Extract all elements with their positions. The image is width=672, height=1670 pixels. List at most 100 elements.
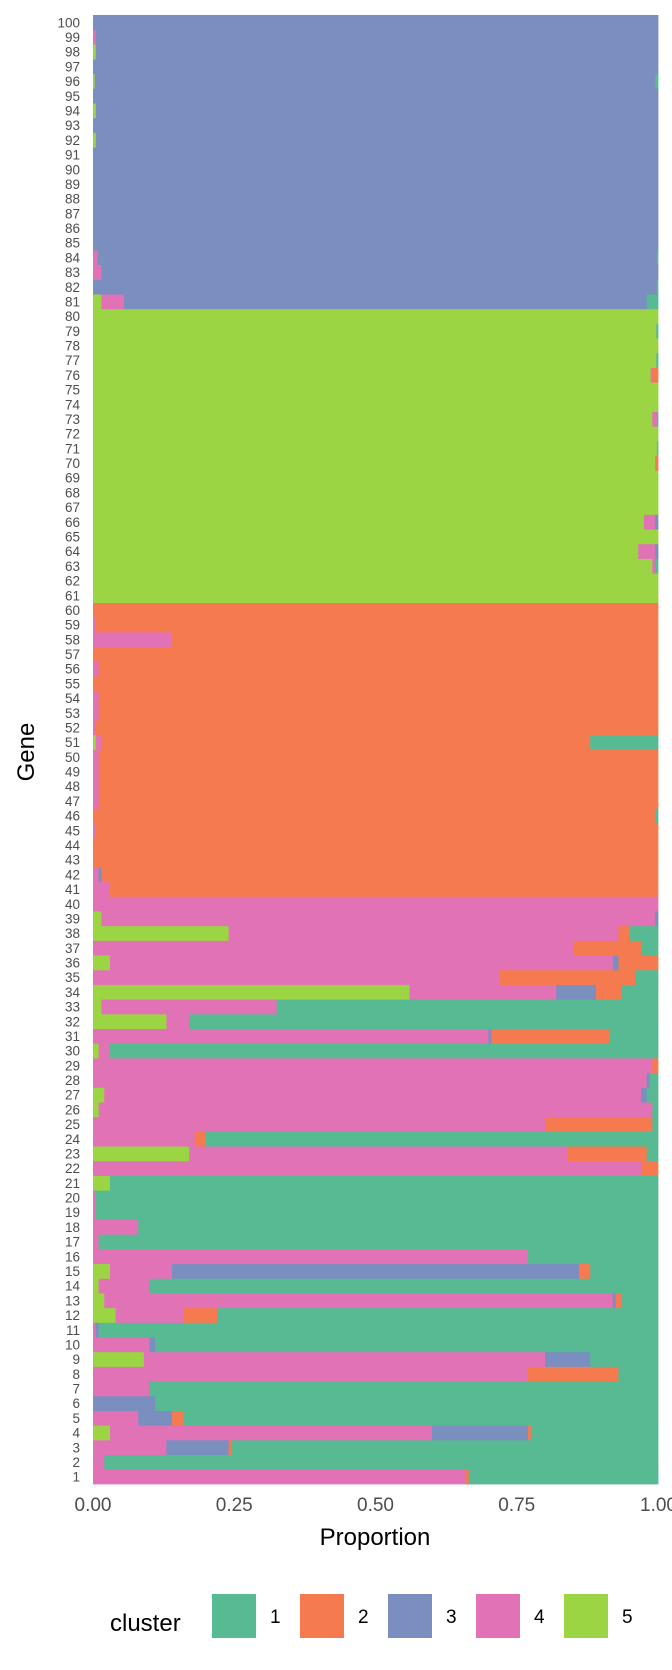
y-tick-label: 31 bbox=[65, 1029, 80, 1044]
y-tick-label: 61 bbox=[65, 588, 80, 603]
bar-segment-gene-35-cluster-2 bbox=[499, 969, 636, 985]
bar-segment-gene-46-cluster-2 bbox=[93, 808, 656, 824]
bar-segment-gene-43-cluster-2 bbox=[93, 852, 659, 868]
bar-segment-gene-14-cluster-1 bbox=[149, 1278, 659, 1294]
y-tick-label: 1 bbox=[72, 1470, 80, 1485]
bar-segment-gene-27-cluster-5 bbox=[93, 1087, 105, 1103]
bar-segment-gene-19-cluster-1 bbox=[95, 1204, 659, 1220]
y-tick-label: 12 bbox=[65, 1308, 80, 1323]
bar-segment-gene-29-cluster-4 bbox=[93, 1057, 653, 1074]
y-tick-label: 72 bbox=[65, 427, 80, 442]
bar-segment-gene-99-cluster-4 bbox=[93, 29, 97, 45]
bar-segment-gene-30-cluster-1 bbox=[109, 1043, 659, 1059]
y-tick-label: 99 bbox=[65, 30, 80, 45]
bar-segment-gene-7-cluster-4 bbox=[93, 1381, 150, 1397]
legend-title: cluster bbox=[110, 1610, 181, 1637]
bar-segment-gene-49-cluster-2 bbox=[98, 764, 659, 780]
y-tick-label: 49 bbox=[65, 765, 80, 780]
bar-segment-gene-79-cluster-1 bbox=[656, 323, 659, 339]
bar-segment-gene-73-cluster-4 bbox=[652, 411, 658, 427]
x-tick-label: 0.25 bbox=[216, 1495, 253, 1516]
bar-segment-gene-98-cluster-5 bbox=[93, 44, 97, 60]
y-tick-label: 79 bbox=[65, 324, 80, 339]
bar-segment-gene-26-cluster-4 bbox=[98, 1102, 653, 1118]
bar-segment-gene-32-cluster-4 bbox=[166, 1013, 190, 1030]
bar-segment-gene-63-cluster-4 bbox=[652, 558, 656, 574]
bar-segment-gene-36-cluster-2 bbox=[618, 955, 659, 971]
bar-segment-gene-36-cluster-3 bbox=[612, 955, 619, 971]
y-tick-label: 45 bbox=[65, 823, 80, 838]
bar-segment-gene-62-cluster-5 bbox=[93, 573, 659, 589]
bar-segment-gene-80-cluster-5 bbox=[93, 308, 659, 324]
bar-segment-gene-5-cluster-2 bbox=[172, 1410, 184, 1426]
y-tick-label: 26 bbox=[65, 1102, 80, 1117]
bar-segment-gene-48-cluster-4 bbox=[93, 778, 100, 794]
bar-segment-gene-18-cluster-1 bbox=[138, 1219, 659, 1235]
y-tick-label: 67 bbox=[65, 500, 80, 515]
legend-key-cluster-5 bbox=[564, 1594, 608, 1638]
bar-segment-gene-17-cluster-1 bbox=[98, 1234, 659, 1250]
bar-segment-gene-100-cluster-3 bbox=[93, 15, 659, 31]
bar-segment-gene-70-cluster-2 bbox=[655, 455, 659, 471]
y-tick-label: 77 bbox=[65, 353, 80, 368]
bar-segment-gene-9-cluster-3 bbox=[545, 1351, 591, 1367]
bar-segment-gene-12-cluster-2 bbox=[183, 1307, 218, 1323]
y-tick-label: 92 bbox=[65, 133, 80, 148]
bar-segment-gene-36-cluster-4 bbox=[109, 955, 614, 971]
bar-segment-gene-15-cluster-3 bbox=[172, 1263, 580, 1279]
y-tick-label: 84 bbox=[65, 250, 81, 265]
y-tick-label: 59 bbox=[65, 618, 80, 633]
y-tick-label: 16 bbox=[65, 1249, 80, 1264]
bar-segment-gene-12-cluster-1 bbox=[217, 1307, 659, 1323]
bar-segment-gene-5-cluster-3 bbox=[138, 1410, 173, 1426]
legend-key-cluster-4 bbox=[476, 1594, 520, 1638]
bar-segment-gene-45-cluster-2 bbox=[95, 822, 659, 839]
bar-segment-gene-88-cluster-3 bbox=[93, 191, 659, 207]
y-tick-label: 29 bbox=[65, 1058, 80, 1073]
bar-segment-gene-51-cluster-4 bbox=[95, 734, 102, 750]
bar-segment-gene-14-cluster-4 bbox=[98, 1278, 150, 1294]
bar-segment-gene-7-cluster-1 bbox=[149, 1381, 659, 1397]
y-tick-label: 94 bbox=[65, 103, 81, 118]
y-tick-label: 23 bbox=[65, 1146, 80, 1161]
bar-segment-gene-31-cluster-3 bbox=[488, 1028, 492, 1044]
bar-segment-gene-23-cluster-5 bbox=[93, 1146, 190, 1162]
y-tick-label: 98 bbox=[65, 45, 80, 60]
bar-segment-gene-1-cluster-1 bbox=[468, 1469, 659, 1485]
bar-segment-gene-17-cluster-4 bbox=[93, 1234, 100, 1250]
bar-segment-gene-46-cluster-1 bbox=[655, 808, 659, 824]
bar-segment-gene-37-cluster-4 bbox=[93, 940, 574, 956]
y-tick-label: 93 bbox=[65, 118, 80, 133]
bar-segment-gene-99-cluster-3 bbox=[95, 29, 659, 45]
bar-segment-gene-28-cluster-1 bbox=[649, 1072, 659, 1088]
legend-label-cluster-4: 4 bbox=[534, 1607, 545, 1628]
bar-segment-gene-78-cluster-5 bbox=[93, 338, 659, 354]
bar-segment-gene-49-cluster-4 bbox=[93, 764, 100, 780]
bar-segment-gene-25-cluster-1 bbox=[652, 1116, 659, 1132]
x-axis-title: Proportion bbox=[320, 1524, 431, 1551]
bar-segments bbox=[93, 15, 659, 1485]
bar-segment-gene-81-cluster-5 bbox=[93, 294, 102, 310]
bar-segment-gene-83-cluster-3 bbox=[101, 264, 659, 280]
bar-segment-gene-26-cluster-1 bbox=[652, 1102, 659, 1118]
bar-segment-gene-3-cluster-4 bbox=[93, 1439, 167, 1456]
bar-segment-gene-60-cluster-2 bbox=[93, 602, 659, 618]
bar-segment-gene-6-cluster-1 bbox=[155, 1395, 659, 1411]
bar-segment-gene-9-cluster-5 bbox=[93, 1351, 145, 1367]
bar-segment-gene-96-cluster-1 bbox=[655, 73, 659, 89]
bar-segment-gene-70-cluster-5 bbox=[93, 455, 656, 471]
bar-segment-gene-23-cluster-2 bbox=[567, 1146, 648, 1162]
bar-segment-gene-21-cluster-5 bbox=[93, 1175, 111, 1191]
bar-segment-gene-55-cluster-2 bbox=[93, 676, 659, 692]
bar-segment-gene-11-cluster-3 bbox=[95, 1322, 100, 1338]
bar-segment-gene-86-cluster-3 bbox=[93, 220, 659, 236]
bar-segment-gene-2-cluster-4 bbox=[93, 1454, 105, 1470]
legend-key-cluster-3 bbox=[388, 1594, 432, 1638]
y-tick-label: 54 bbox=[65, 691, 81, 706]
bar-segment-gene-15-cluster-2 bbox=[578, 1263, 591, 1279]
bar-segment-gene-39-cluster-3 bbox=[655, 911, 659, 927]
bar-segment-gene-92-cluster-3 bbox=[95, 132, 659, 148]
bar-segment-gene-2-cluster-1 bbox=[104, 1454, 659, 1470]
bar-segment-gene-38-cluster-2 bbox=[618, 925, 631, 941]
y-tick-label: 14 bbox=[65, 1279, 81, 1294]
